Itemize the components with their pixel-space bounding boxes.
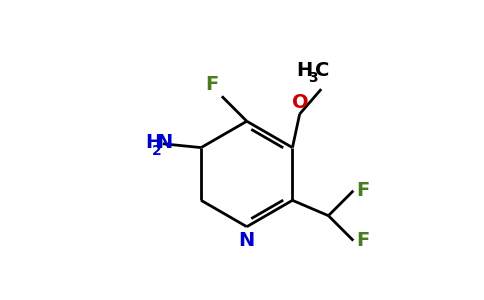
Text: O: O xyxy=(292,93,308,112)
Text: 2: 2 xyxy=(151,144,161,158)
Text: 3: 3 xyxy=(308,71,318,85)
Text: F: F xyxy=(356,231,369,250)
Text: H: H xyxy=(296,61,313,80)
Text: N: N xyxy=(156,133,172,152)
Text: H: H xyxy=(145,133,161,152)
Text: C: C xyxy=(316,61,330,80)
Text: N: N xyxy=(239,230,255,250)
Text: F: F xyxy=(205,75,218,94)
Text: F: F xyxy=(356,181,369,200)
